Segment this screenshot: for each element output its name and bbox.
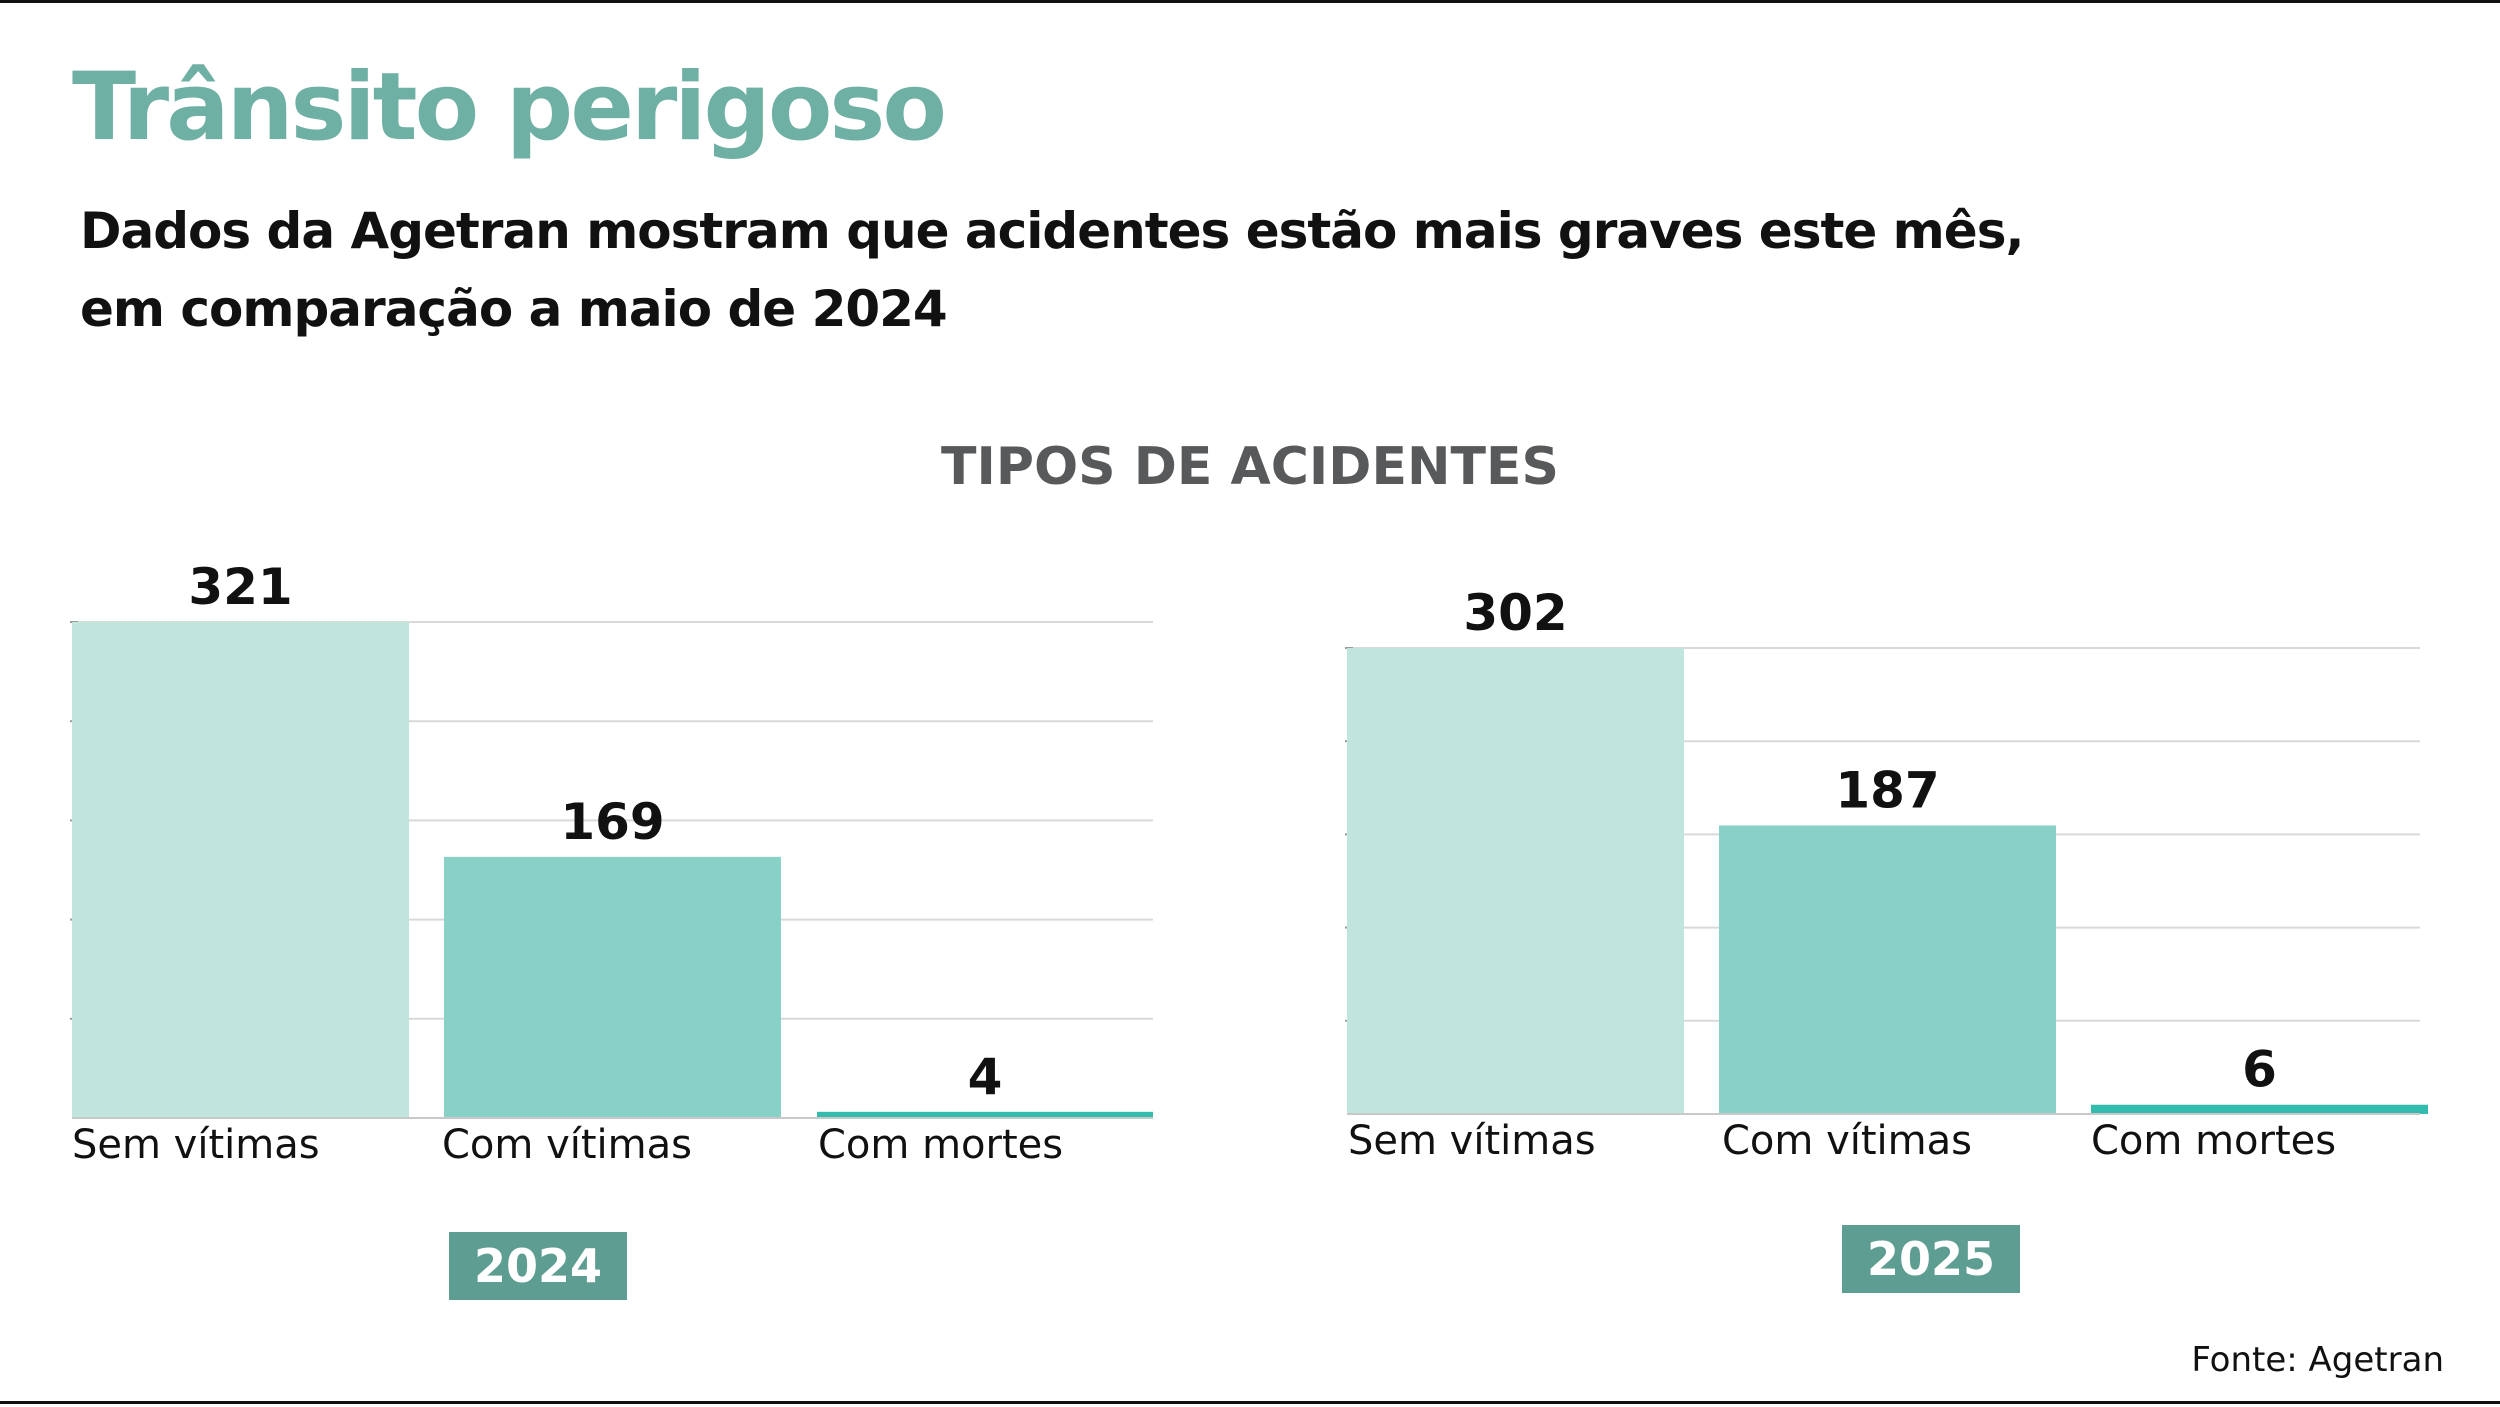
bar-com-v-timas [444, 856, 781, 1118]
category-label: Com mortes [818, 1122, 1063, 1168]
value-label: 169 [560, 793, 664, 851]
bar-sem-v-timas [72, 622, 409, 1118]
bar-com-v-timas [1719, 825, 2056, 1114]
value-label: 302 [1463, 584, 1567, 642]
year-badge-2025: 2025 [1842, 1225, 2020, 1293]
bottom-border [0, 1401, 2500, 1404]
source-note: Fonte: Agetran [2191, 1340, 2444, 1380]
category-label: Sem vítimas [72, 1122, 320, 1168]
section-title: TIPOS DE ACIDENTES [941, 437, 1559, 497]
bar-com-mortes [817, 1111, 1153, 1118]
top-border [0, 0, 2500, 3]
category-label: Com vítimas [442, 1122, 692, 1168]
category-label: Sem vítimas [1348, 1118, 1596, 1164]
value-label: 321 [188, 558, 292, 616]
chart-2025: 302 Sem vítimas 187 Com vítimas 6 Com mortes [1345, 584, 2428, 1164]
page-title: Trânsito perigoso [72, 53, 947, 162]
value-label: 6 [2242, 1041, 2277, 1099]
value-label: 187 [1835, 761, 1939, 819]
chart-2024: 321 Sem vítimas 169 Com vítimas 4 Com mortes [70, 558, 1153, 1168]
subtitle-line-1: Dados da Agetran mostram que acidentes e… [80, 202, 2024, 260]
category-label: Com mortes [2091, 1118, 2336, 1164]
value-label: 4 [968, 1048, 1003, 1106]
subtitle: Dados da Agetran mostram que acidentes e… [80, 192, 2180, 348]
year-badge-2024: 2024 [449, 1232, 627, 1300]
bar-com-mortes [2091, 1104, 2428, 1114]
subtitle-line-2: em comparação a maio de 2024 [80, 280, 948, 338]
category-label: Com vítimas [1722, 1118, 1972, 1164]
bar-sem-v-timas [1347, 648, 1684, 1114]
